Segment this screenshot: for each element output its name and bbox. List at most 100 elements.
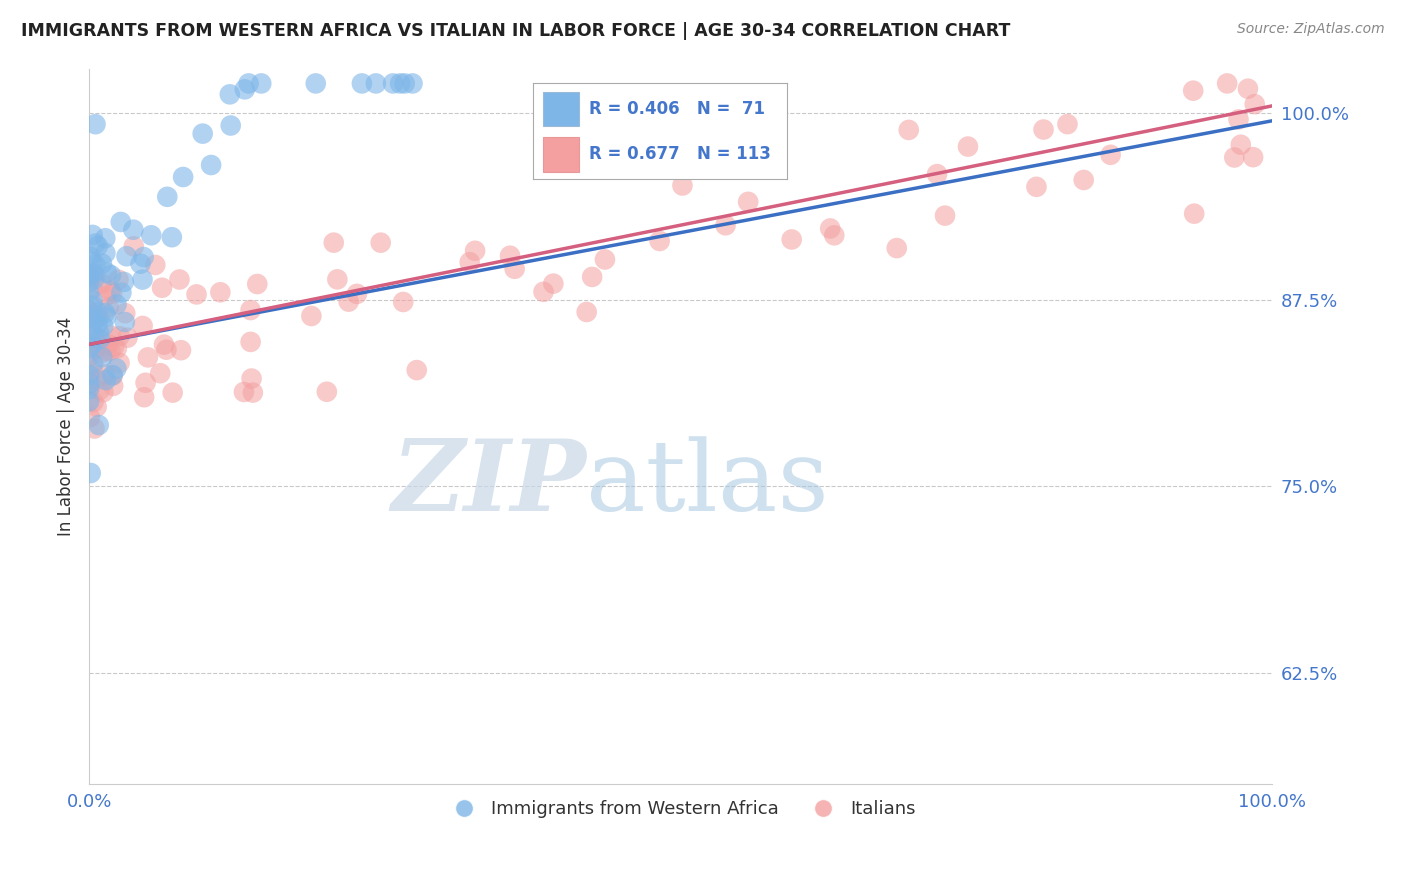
Point (91, 351, 114, 365)
Point (239, 334, 262, 349)
Point (136, 351, 159, 365)
Point (100, 268, 122, 283)
Point (96, 343, 118, 358)
Point (392, 295, 415, 310)
Point (108, 356, 131, 370)
Point (141, 228, 163, 243)
Point (155, 343, 177, 357)
Point (648, 234, 671, 248)
Point (170, 343, 193, 358)
Point (593, 252, 616, 267)
Point (305, 77, 328, 91)
Point (82, 282, 104, 296)
Point (86, 317, 108, 331)
Point (100, 328, 122, 343)
Point (886, 241, 908, 255)
Point (84, 258, 107, 272)
Point (94, 306, 117, 320)
Point (458, 255, 481, 269)
Point (135, 376, 157, 390)
Point (93, 368, 115, 382)
Point (82, 364, 104, 378)
Point (218, 87, 240, 102)
Point (82, 395, 104, 409)
Point (83, 421, 105, 435)
Point (326, 272, 349, 286)
Point (97, 337, 120, 351)
Text: IMMIGRANTS FROM WESTERN AFRICA VS ITALIAN IN LABOR FORCE | AGE 30-34 CORRELATION: IMMIGRANTS FROM WESTERN AFRICA VS ITALIA… (21, 22, 1011, 40)
Point (405, 363, 427, 377)
Point (79, 410, 101, 425)
Point (79, 250, 101, 264)
Point (94, 289, 117, 303)
Point (77, 394, 100, 409)
Point (503, 261, 526, 276)
Point (80, 306, 103, 320)
Point (112, 275, 135, 289)
Point (246, 277, 269, 291)
Point (131, 318, 153, 333)
Point (80, 324, 103, 338)
Point (80, 255, 103, 269)
Point (97, 300, 120, 314)
Point (364, 77, 387, 91)
Point (191, 127, 214, 141)
Point (91, 319, 114, 334)
Point (84, 236, 107, 251)
Point (1025, 179, 1047, 194)
Point (122, 239, 145, 253)
Point (156, 190, 179, 204)
Point (299, 309, 322, 323)
Point (350, 77, 373, 91)
Point (1216, 77, 1239, 91)
Point (1243, 97, 1265, 112)
Point (101, 379, 124, 393)
Point (160, 230, 183, 244)
Point (543, 277, 565, 291)
Point (169, 272, 191, 286)
Point (209, 285, 232, 300)
Point (110, 215, 132, 229)
Point (131, 272, 153, 286)
Point (90, 346, 112, 360)
Point (897, 123, 920, 137)
Point (200, 158, 222, 172)
Point (77, 311, 100, 326)
Point (77, 275, 100, 289)
Point (122, 222, 145, 236)
Point (575, 305, 598, 319)
Point (103, 340, 125, 354)
Point (93, 385, 115, 400)
Point (77, 303, 100, 318)
Point (1032, 122, 1054, 136)
Point (82, 357, 104, 371)
Point (925, 167, 948, 181)
Point (547, 158, 569, 172)
Point (1182, 207, 1205, 221)
Point (714, 219, 737, 233)
Point (86, 304, 108, 318)
Text: Source: ZipAtlas.com: Source: ZipAtlas.com (1237, 22, 1385, 37)
Point (94, 246, 117, 260)
Point (1241, 150, 1264, 164)
Point (94, 231, 117, 245)
Point (90, 256, 112, 270)
Y-axis label: In Labor Force | Age 30-34: In Labor Force | Age 30-34 (58, 317, 75, 536)
Point (382, 77, 405, 91)
Point (150, 281, 173, 295)
Point (77, 345, 100, 359)
Point (77, 382, 100, 396)
Point (250, 77, 273, 91)
Point (114, 315, 136, 329)
Point (96, 266, 118, 280)
Point (79, 350, 101, 364)
Point (84, 269, 107, 284)
Point (107, 273, 129, 287)
Point (956, 139, 979, 153)
Point (389, 77, 412, 91)
Point (117, 331, 139, 345)
Point (87, 418, 110, 433)
Point (79, 341, 101, 355)
Point (84, 309, 107, 323)
Point (401, 77, 423, 91)
